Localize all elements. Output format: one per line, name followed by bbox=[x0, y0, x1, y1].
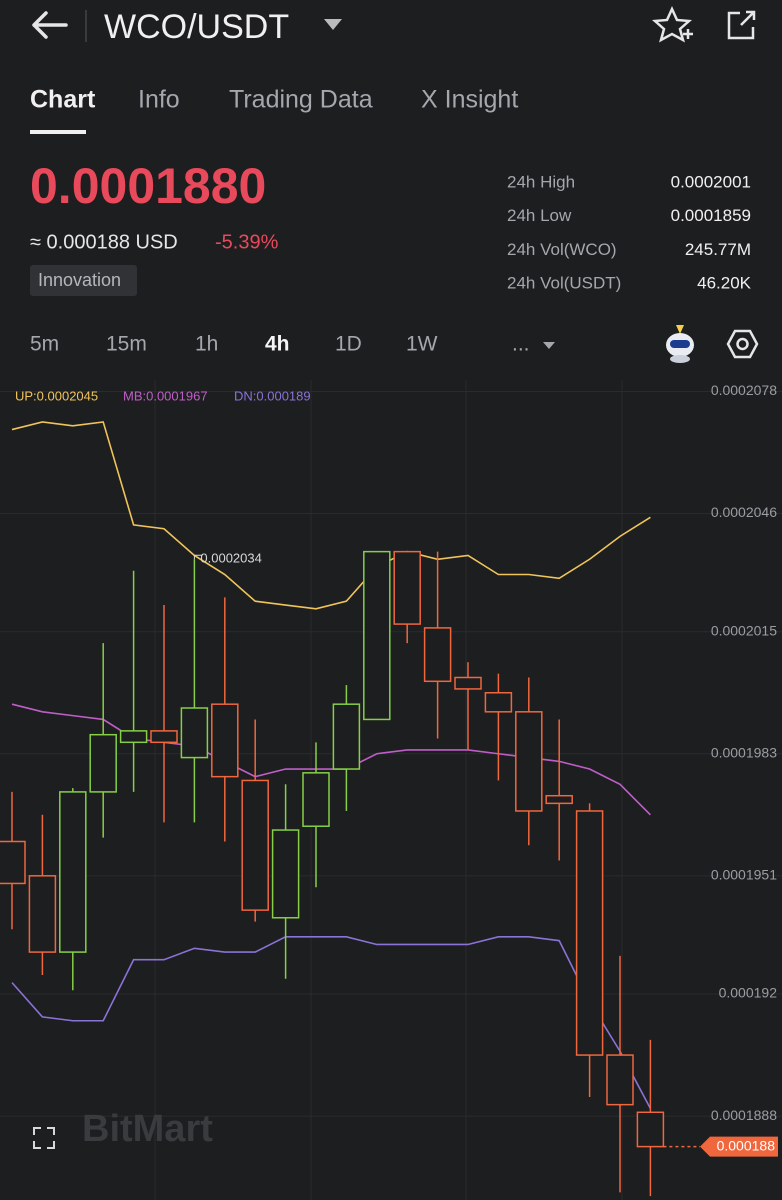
fullscreen-button[interactable] bbox=[33, 1127, 55, 1149]
tab[interactable]: Info bbox=[138, 86, 180, 114]
candle-body bbox=[545, 794, 573, 805]
candle-body bbox=[393, 550, 421, 625]
chart: 0.0002078 0.0002046 0.0002015 0.0001983 0.00… bbox=[0, 380, 782, 1200]
stat-label: 24h High bbox=[507, 172, 575, 191]
usd-price: ≈ 0.000188 USD bbox=[30, 231, 178, 253]
candle-body bbox=[423, 627, 452, 683]
timeframes: 5m 15m 1h 4h 1D 1W... bbox=[30, 333, 530, 356]
candle-body bbox=[575, 810, 604, 1056]
y-tick-label: 0.0001951 bbox=[711, 867, 777, 883]
tab[interactable]: Trading Data bbox=[229, 86, 373, 114]
candle-body bbox=[302, 772, 330, 827]
share-button[interactable] bbox=[727, 10, 756, 40]
favorite-button[interactable] bbox=[651, 5, 693, 43]
timeframe[interactable]: 1W bbox=[406, 333, 438, 356]
timeframe[interactable]: 1h bbox=[195, 333, 218, 356]
badge: Innovation bbox=[38, 270, 121, 290]
high-marker bbox=[193, 554, 203, 560]
badge-bg bbox=[30, 265, 137, 296]
candle-body bbox=[363, 550, 391, 721]
legend-entry: UP:0.0002045 bbox=[15, 388, 98, 403]
candle-body bbox=[606, 1054, 634, 1106]
candle-body bbox=[454, 676, 482, 690]
pair-dropdown[interactable] bbox=[324, 19, 342, 30]
stat-value: 0.0002001 bbox=[671, 172, 751, 191]
back-button[interactable] bbox=[32, 11, 68, 39]
timeframe[interactable]: 1D bbox=[335, 333, 362, 356]
stat-value: 46.20K bbox=[697, 274, 752, 293]
legend-entry: MB:0.0001967 bbox=[123, 388, 208, 403]
price-tag-label: 0.000188 bbox=[717, 1137, 776, 1153]
last-price: 0.0001880 bbox=[30, 158, 266, 214]
more-dropdown[interactable] bbox=[543, 342, 555, 349]
timeframe[interactable]: ... bbox=[512, 333, 530, 356]
stat-label: 24h Vol(USDT) bbox=[507, 274, 621, 293]
watermark: BitMart bbox=[82, 1108, 213, 1150]
stat-value: 245.77M bbox=[685, 240, 751, 259]
stat-label: 24h Vol(WCO) bbox=[507, 240, 617, 259]
candle-body bbox=[89, 733, 117, 793]
candle-body bbox=[119, 730, 148, 744]
price-change: -5.39% bbox=[215, 231, 279, 253]
y-tick-label: 0.000192 bbox=[719, 985, 778, 1001]
candle-body bbox=[0, 840, 26, 885]
candle-body bbox=[59, 791, 87, 953]
y-tick-label: 0.0002078 bbox=[711, 382, 777, 398]
legend-entry: DN:0.000189 bbox=[234, 388, 311, 403]
band-line bbox=[11, 936, 652, 1109]
candle-body bbox=[332, 703, 361, 770]
plot-area bbox=[0, 421, 665, 1197]
stat-value: 0.0001859 bbox=[671, 206, 751, 225]
y-tick-label: 0.0002015 bbox=[711, 622, 777, 638]
y-tick-label: 0.0002046 bbox=[711, 504, 777, 520]
timeframe[interactable]: 5m bbox=[30, 333, 59, 356]
pair-title[interactable]: WCO/USDT bbox=[104, 8, 289, 46]
candle-body bbox=[241, 779, 269, 911]
stat-label: 24h Low bbox=[507, 206, 572, 225]
tab-indicator bbox=[30, 130, 86, 134]
candle-body bbox=[271, 829, 300, 919]
tab[interactable]: X Insight bbox=[421, 86, 518, 114]
y-tick-label: 0.0001983 bbox=[711, 744, 777, 760]
candle-body bbox=[211, 703, 239, 778]
band-line bbox=[11, 421, 651, 610]
price-tag bbox=[700, 1136, 778, 1157]
candle-body bbox=[150, 730, 178, 744]
candle-body bbox=[28, 875, 57, 953]
indicator-bot[interactable] bbox=[666, 325, 694, 363]
tab[interactable]: Chart bbox=[30, 86, 96, 114]
settings-button[interactable] bbox=[726, 329, 759, 359]
stats: 24h High 0.0002001 24h Low 0.0001859 24h Vol… bbox=[507, 172, 752, 292]
timeframe[interactable]: 4h bbox=[265, 333, 290, 356]
candle-body bbox=[515, 711, 543, 812]
candle-body bbox=[484, 691, 513, 713]
candle-body bbox=[180, 707, 209, 759]
high-label: 0.0002034 bbox=[200, 551, 261, 566]
band-line bbox=[11, 703, 651, 816]
candle-body bbox=[636, 1111, 665, 1148]
y-tick-label: 0.0001888 bbox=[711, 1107, 777, 1123]
timeframe[interactable]: 15m bbox=[106, 333, 147, 356]
